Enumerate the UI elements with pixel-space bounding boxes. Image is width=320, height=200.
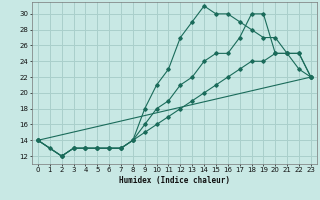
X-axis label: Humidex (Indice chaleur): Humidex (Indice chaleur) <box>119 176 230 185</box>
